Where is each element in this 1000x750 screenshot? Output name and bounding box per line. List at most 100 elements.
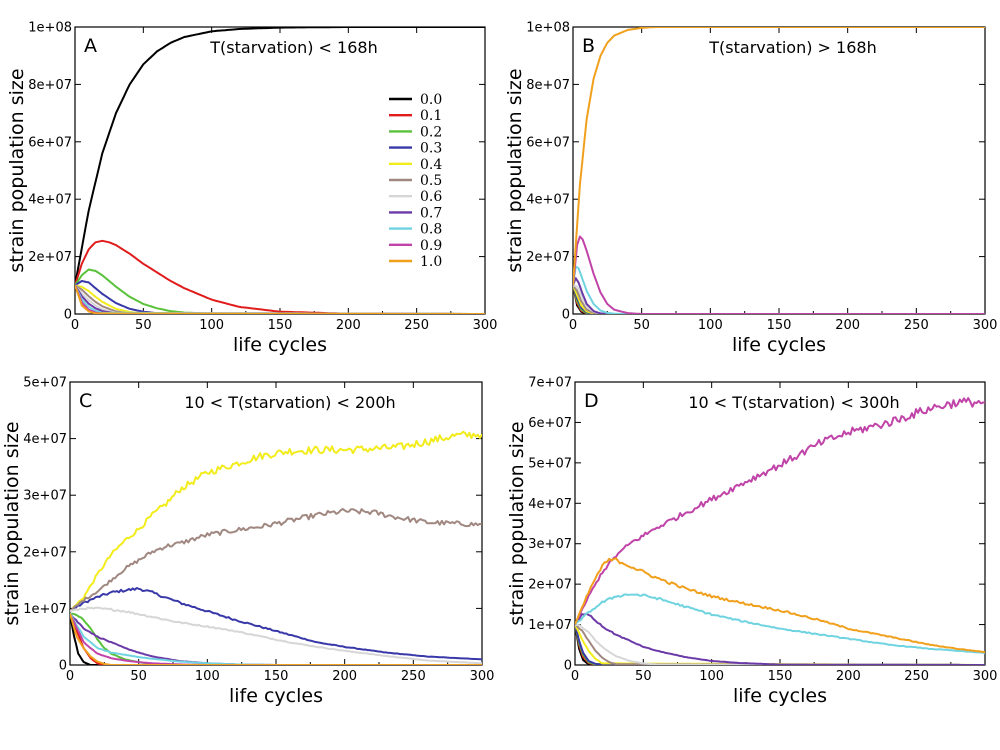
y-axis-label: strain population size: [506, 421, 528, 625]
y-tick-label: 4e+07: [528, 497, 572, 512]
x-tick-label: 300: [973, 669, 998, 684]
panel-c: 0 50 100 150 200 250 300 0 1e+07 2e+07 3e+07 4e+07 5…: [1, 376, 494, 708]
y-tick-label: 1e+08: [28, 21, 72, 36]
x-axis-label: life cycles: [733, 685, 827, 707]
series-group: [575, 397, 985, 665]
series-line-0.7: [575, 612, 985, 665]
x-tick-label: 50: [633, 318, 650, 333]
y-tick-label: 4e+07: [23, 432, 67, 447]
series-line-0.7: [70, 613, 482, 665]
series-line-0.9: [575, 397, 985, 625]
legend-label-0.3: 0.3: [420, 141, 442, 157]
legend-label-0.7: 0.7: [420, 205, 442, 221]
series-group: [70, 430, 482, 665]
plot-frame: [572, 26, 986, 315]
series-line-0.6: [70, 606, 482, 665]
series-line-1.0: [573, 27, 985, 286]
plot-frame: [574, 381, 986, 666]
legend-label-1.0: 1.0: [420, 254, 442, 270]
x-tick-label: 0: [569, 318, 577, 333]
y-axis-label: strain population size: [504, 68, 526, 272]
y-tick-label: 3e+07: [528, 537, 572, 552]
y-tick-label: 0: [562, 308, 570, 323]
x-tick-label: 300: [473, 318, 498, 333]
x-tick-label: 100: [699, 669, 724, 684]
panel-title: 10 < T(starvation) < 200h: [184, 393, 395, 412]
x-tick-label: 0: [71, 318, 79, 333]
x-tick-label: 200: [332, 669, 357, 684]
series-line-1.0: [575, 557, 985, 654]
x-tick-label: 300: [470, 669, 495, 684]
y-tick-label: 4e+07: [526, 193, 570, 208]
x-tick-label: 250: [904, 318, 929, 333]
y-tick-label: 6e+07: [28, 135, 72, 150]
plot-frame: [74, 26, 486, 315]
x-tick-label: 150: [767, 318, 792, 333]
panel-label: B: [582, 35, 595, 57]
panel-label: D: [584, 390, 599, 412]
panel-d: 0 50 100 150 200 250 300 0 1e+07 2e+07 3e+07 4e+07 5…: [506, 376, 997, 708]
x-tick-label: 50: [635, 669, 652, 684]
x-tick-label: 250: [904, 669, 929, 684]
y-tick-label: 4e+07: [28, 193, 72, 208]
x-axis-label: life cycles: [229, 685, 323, 707]
panel-title: 10 < T(starvation) < 300h: [688, 393, 899, 412]
x-tick-label: 100: [195, 669, 220, 684]
x-tick-label: 0: [66, 669, 74, 684]
x-tick-label: 100: [698, 318, 723, 333]
y-tick-label: 8e+07: [526, 78, 570, 93]
x-tick-label: 200: [336, 318, 361, 333]
x-tick-label: 150: [268, 318, 293, 333]
y-tick-label: 1e+08: [526, 21, 570, 36]
panel-label: A: [84, 35, 97, 57]
y-tick-label: 6e+07: [526, 135, 570, 150]
legend-label-0.4: 0.4: [420, 157, 442, 173]
y-tick-label: 2e+07: [526, 250, 570, 265]
panel-title: T(starvation) < 168h: [209, 38, 377, 57]
series-line-0.5: [70, 507, 482, 612]
x-tick-label: 150: [768, 669, 793, 684]
y-tick-label: 7e+07: [528, 376, 572, 391]
legend-label-0.0: 0.0: [420, 92, 442, 108]
x-tick-label: 100: [199, 318, 224, 333]
x-tick-label: 250: [404, 318, 429, 333]
panel-b: 0 50 100 150 200 250 300 0 2e+07 4e+07 6e+07 8e+07 1…: [504, 21, 997, 357]
legend-label-0.8: 0.8: [420, 222, 442, 238]
x-tick-label: 0: [571, 669, 579, 684]
series-line-0.4: [70, 430, 482, 612]
y-tick-label: 2e+07: [23, 545, 67, 560]
series-line-1.0: [75, 284, 485, 314]
x-tick-label: 200: [835, 318, 860, 333]
legend-label-0.6: 0.6: [420, 189, 442, 205]
x-axis-label: life cycles: [233, 334, 327, 356]
x-tick-label: 300: [973, 318, 998, 333]
series-line-0.9: [573, 235, 985, 314]
y-tick-label: 1e+07: [528, 618, 572, 633]
y-tick-label: 2e+07: [28, 250, 72, 265]
x-tick-label: 200: [836, 669, 861, 684]
y-tick-label: 0: [64, 308, 72, 323]
x-tick-label: 250: [401, 669, 426, 684]
y-tick-label: 6e+07: [528, 416, 572, 431]
y-tick-label: 1e+07: [23, 602, 67, 617]
panel-a: 0 50 100 150 200 250 300 0 2e+07 4e+07 6e+07 8e+07 1…: [6, 21, 497, 357]
y-tick-label: 0: [564, 659, 572, 674]
series-group: [573, 27, 985, 314]
series-line-0.0: [75, 27, 485, 286]
legend-label-0.1: 0.1: [420, 108, 442, 124]
legend-label-0.2: 0.2: [420, 124, 442, 140]
x-tick-label: 50: [130, 669, 147, 684]
series-line-0.3: [70, 587, 482, 661]
series-group: [75, 27, 485, 314]
legend-label-0.9: 0.9: [420, 238, 442, 254]
x-axis-label: life cycles: [732, 334, 826, 356]
y-axis-label: strain population size: [6, 68, 28, 272]
series-line-0.8: [575, 593, 985, 654]
x-tick-label: 150: [264, 669, 289, 684]
legend: 0.00.10.20.30.40.50.60.70.80.91.0: [389, 92, 442, 270]
series-line-0.8: [70, 612, 482, 665]
y-axis-label: strain population size: [1, 421, 23, 625]
y-tick-label: 0: [59, 659, 67, 674]
y-tick-label: 5e+07: [528, 456, 572, 471]
series-line-0.9: [70, 613, 482, 665]
